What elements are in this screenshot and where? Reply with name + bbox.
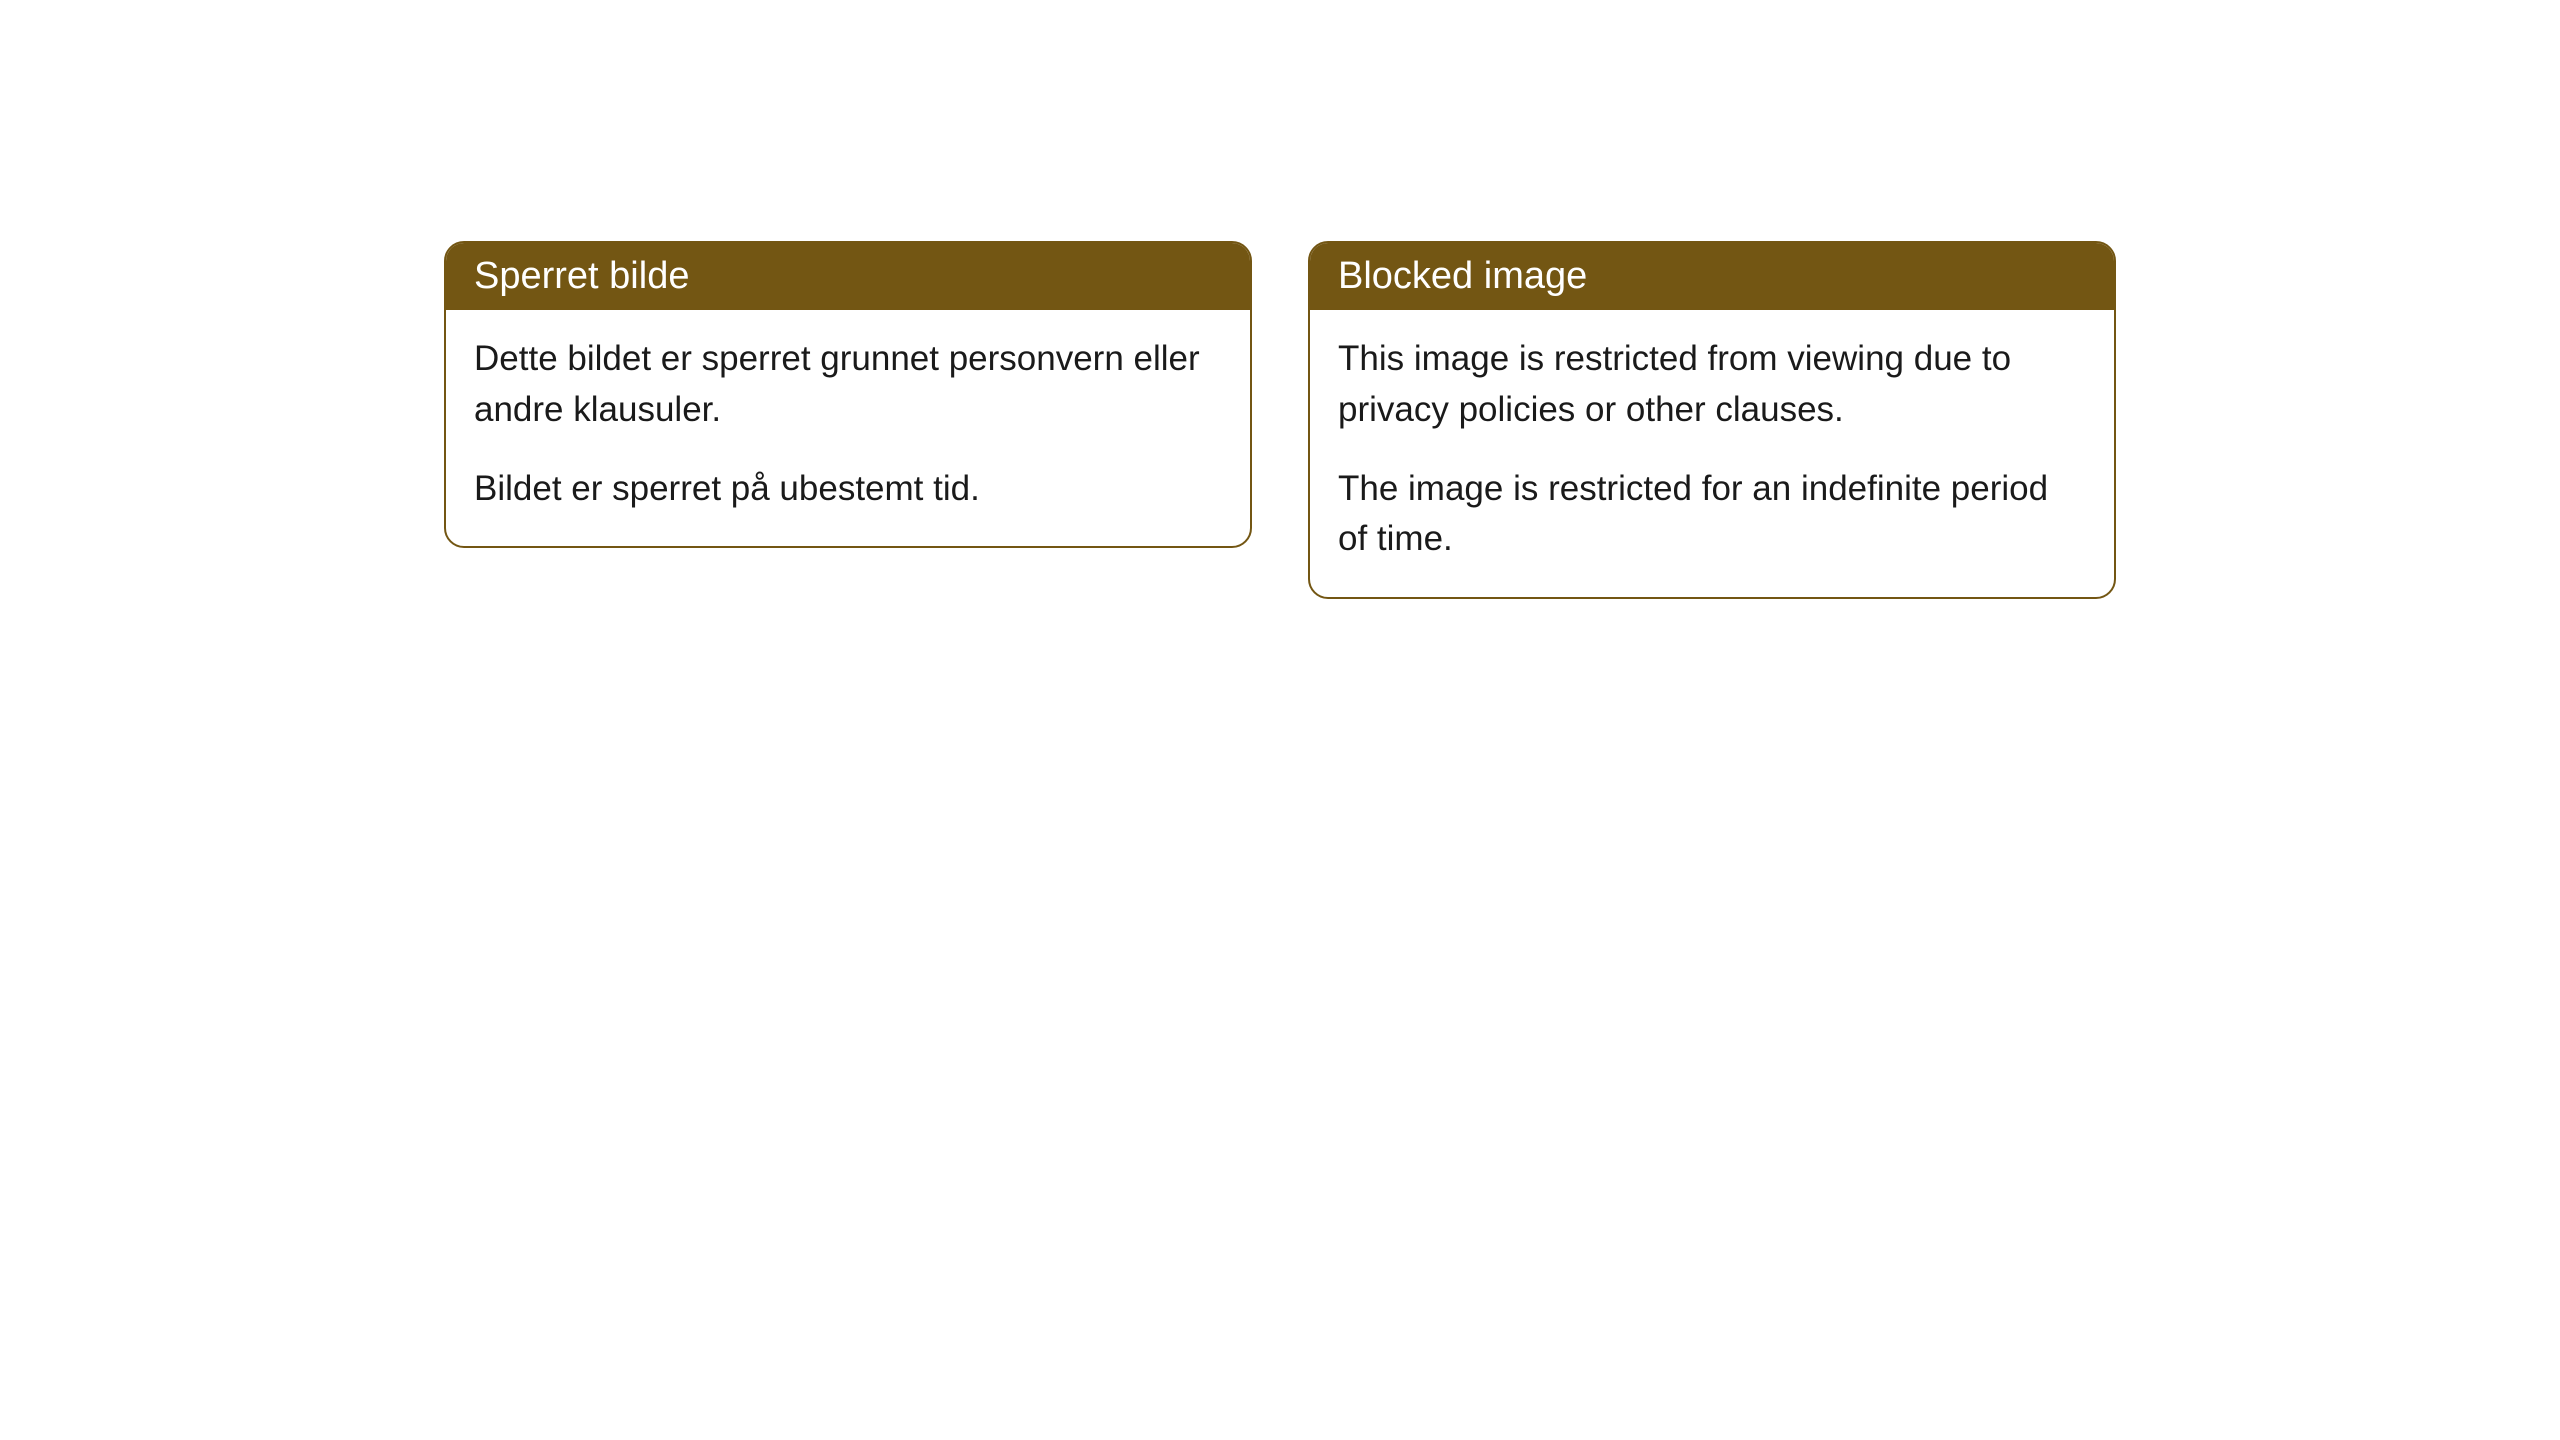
blocked-image-card-norwegian: Sperret bilde Dette bildet er sperret gr… — [444, 241, 1252, 548]
card-paragraph-2: Bildet er sperret på ubestemt tid. — [474, 464, 1222, 515]
card-body: Dette bildet er sperret grunnet personve… — [446, 310, 1250, 546]
card-paragraph-1: This image is restricted from viewing du… — [1338, 334, 2086, 436]
card-body: This image is restricted from viewing du… — [1310, 310, 2114, 597]
card-title: Sperret bilde — [474, 255, 689, 297]
notice-cards-container: Sperret bilde Dette bildet er sperret gr… — [444, 241, 2116, 1440]
card-paragraph-2: The image is restricted for an indefinit… — [1338, 464, 2086, 566]
card-header: Sperret bilde — [446, 243, 1250, 310]
card-header: Blocked image — [1310, 243, 2114, 310]
card-paragraph-1: Dette bildet er sperret grunnet personve… — [474, 334, 1222, 436]
card-title: Blocked image — [1338, 255, 1587, 297]
blocked-image-card-english: Blocked image This image is restricted f… — [1308, 241, 2116, 599]
